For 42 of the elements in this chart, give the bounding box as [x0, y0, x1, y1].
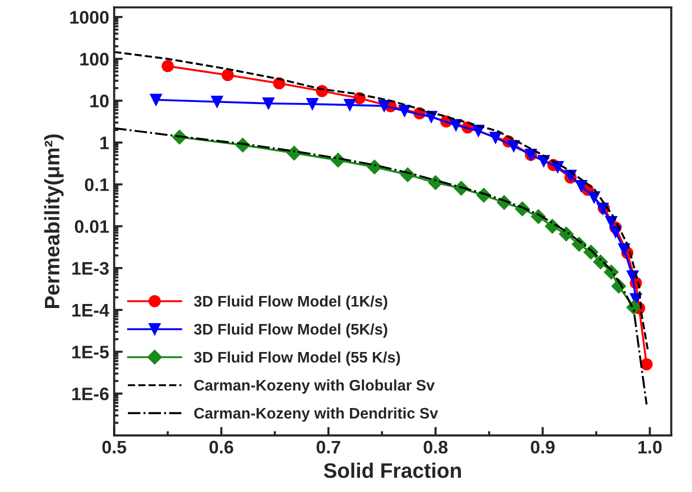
- x-tick-label: 0.9: [530, 440, 555, 454]
- y-axis-title: Permeability(μm²): [44, 134, 64, 308]
- x-tick-label: 0.7: [316, 440, 340, 454]
- point: [286, 146, 302, 160]
- y-tick-label: 1E-3: [72, 262, 109, 275]
- point: [489, 132, 502, 144]
- point: [150, 94, 162, 106]
- point: [344, 98, 356, 112]
- point: [306, 98, 318, 110]
- legend-label: 3D Fluid Flow Model (55 K/s): [194, 351, 400, 366]
- point: [262, 97, 275, 110]
- x-tick-label: 0.6: [209, 440, 234, 454]
- point: [398, 104, 411, 117]
- x-tick-label: 0.8: [424, 440, 448, 454]
- y-tick-label: 1E-5: [72, 346, 109, 358]
- legend-label: Carman-Kozeny with Globular Sv: [194, 379, 435, 394]
- y-tick-label: 1E-6: [72, 388, 109, 400]
- point: [367, 160, 382, 174]
- point: [378, 100, 390, 112]
- x-tick-label: 1.0: [638, 440, 662, 454]
- x-axis-title: Solid Fraction: [324, 462, 461, 478]
- line-series: [114, 127, 648, 406]
- point: [428, 175, 443, 190]
- legend-label: Carman-Kozeny with Dendritic Sv: [194, 407, 438, 422]
- point: [222, 68, 234, 82]
- legend-label: 3D Fluid Flow Model (1K/s): [194, 295, 388, 310]
- legend-label: 3D Fluid Flow Model (5K/s): [194, 323, 388, 338]
- point: [558, 226, 574, 242]
- y-tick-label: 0.1: [84, 178, 109, 192]
- point: [593, 254, 608, 270]
- y-tick-label: 1E-4: [72, 304, 110, 316]
- y-tick-label: 0.01: [74, 220, 109, 233]
- y-tick-label: 100: [80, 52, 109, 66]
- y-tick-label: 1000: [70, 10, 109, 24]
- y-tick-label: 1: [100, 136, 109, 150]
- x-tick-label: 0.5: [102, 440, 126, 454]
- line-series: [114, 51, 649, 350]
- y-tick-label: 10: [90, 94, 109, 108]
- point: [162, 60, 174, 72]
- point: [210, 96, 224, 108]
- point: [575, 180, 588, 192]
- point: [640, 358, 653, 370]
